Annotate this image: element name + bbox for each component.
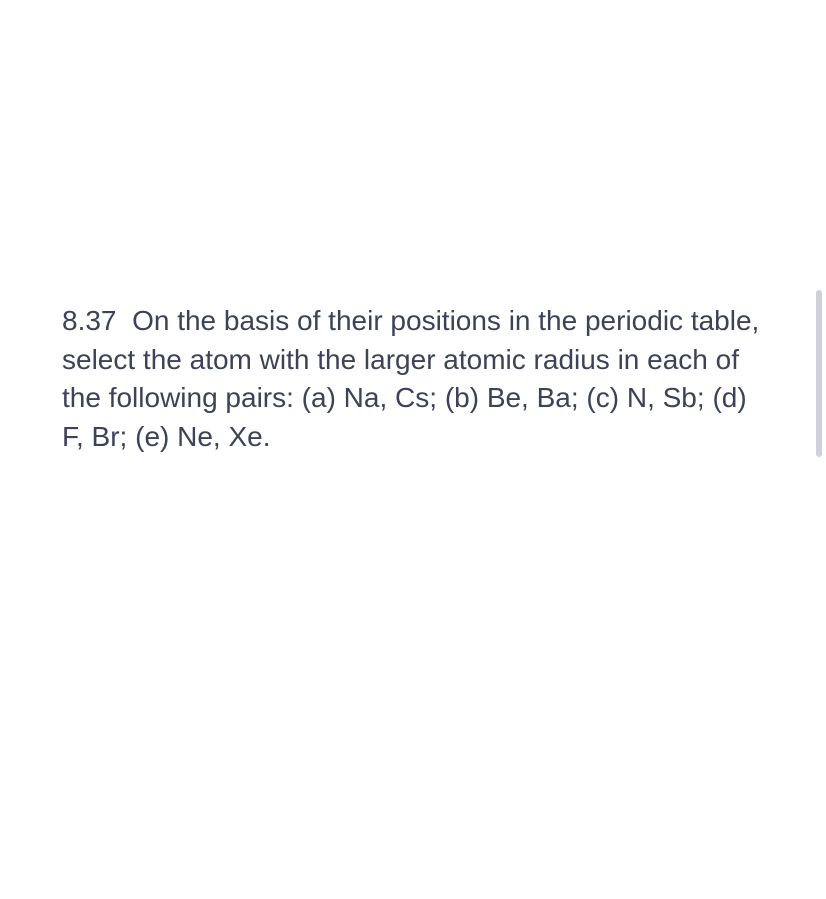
question-content: 8.37 On the basis of their positions in … [62,302,770,457]
question-number: 8.37 [62,305,117,336]
question-paragraph: 8.37 On the basis of their positions in … [62,302,770,457]
question-body: On the basis of their positions in the p… [62,305,759,452]
scrollbar-thumb[interactable] [816,290,822,457]
